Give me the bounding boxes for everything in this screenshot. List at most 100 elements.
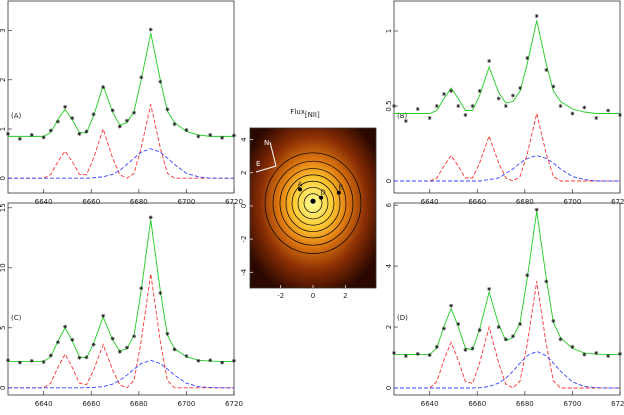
data-point (84, 355, 89, 360)
plot-frame (393, 202, 621, 396)
y-tick-label: 0 (385, 386, 393, 390)
data-point (29, 358, 34, 363)
compass-e: E (256, 160, 260, 168)
contour (279, 168, 347, 239)
position-label: A (298, 180, 303, 188)
data-point (449, 303, 454, 308)
y-tick-label: 0 (0, 386, 7, 390)
x-tick-label: 6660 (82, 198, 100, 206)
position-marker (336, 190, 341, 195)
x-tick-label: 6660 (468, 400, 486, 408)
component-curve (394, 281, 620, 389)
plot-frame (393, 0, 621, 194)
x-tick-label: 6720 (611, 198, 624, 206)
data-point (487, 59, 492, 63)
data-point (184, 127, 189, 132)
x-tick-label: 6720 (225, 400, 243, 408)
data-point (570, 344, 575, 349)
data-point (582, 105, 587, 110)
data-point (594, 350, 599, 355)
contour (297, 187, 329, 220)
fit-curve (8, 32, 234, 137)
data-point (172, 347, 177, 352)
data-point (392, 350, 396, 355)
data-point (518, 321, 523, 326)
data-point (196, 134, 201, 139)
contour (303, 193, 323, 213)
data-point (91, 112, 96, 117)
y-tick-label: 3 (0, 28, 7, 32)
data-point (148, 27, 153, 32)
x-tick-label: 6660 (468, 198, 486, 206)
data-point (84, 129, 89, 134)
contour (264, 152, 362, 254)
fit-curve (394, 20, 620, 114)
data-point (449, 89, 454, 93)
data-point (117, 124, 122, 129)
panel-label: (B) (397, 112, 408, 120)
data-point (6, 131, 10, 136)
x-tick-label: 6700 (564, 198, 582, 206)
data-point (558, 337, 563, 342)
data-point (551, 318, 556, 323)
position-label: D (320, 189, 325, 197)
map-title: Flux[NII] (290, 108, 320, 119)
y-tick-label: -4 (240, 268, 248, 276)
data-point (510, 334, 515, 339)
data-point (496, 325, 501, 330)
data-point (503, 104, 508, 108)
data-point (101, 85, 106, 90)
data-point (48, 128, 53, 133)
y-tick-label: 4 (240, 137, 248, 142)
y-tick-label: 2 (385, 325, 393, 329)
data-point (110, 108, 115, 113)
data-point (139, 75, 144, 80)
y-tick-label: 6 (385, 202, 393, 207)
y-tick-label: 1 (0, 127, 7, 131)
data-point (110, 336, 115, 341)
data-point (55, 119, 60, 124)
data-point (29, 132, 34, 137)
plot-frame (7, 0, 235, 194)
x-tick-label: 6640 (421, 400, 439, 408)
x-tick-label: 6700 (178, 400, 196, 408)
component-curve (8, 359, 234, 389)
data-point (470, 104, 475, 108)
position-label: B (338, 184, 343, 192)
data-point (534, 207, 539, 212)
data-point (41, 135, 46, 140)
y-tick-label: 15 (0, 203, 7, 212)
data-point (220, 360, 225, 365)
data-point (487, 286, 492, 291)
position-marker (319, 195, 324, 200)
x-tick-label: 6720 (225, 198, 243, 206)
data-point (477, 328, 482, 333)
data-point (148, 215, 153, 220)
data-point (158, 291, 163, 295)
data-point (17, 360, 22, 365)
data-point (544, 279, 549, 284)
data-point (124, 345, 129, 350)
data-point (510, 93, 515, 98)
data-point (427, 353, 432, 358)
x-tick-label: -2 (277, 292, 284, 300)
data-point (158, 79, 163, 84)
data-point (139, 286, 144, 291)
component-curve (394, 113, 620, 182)
data-point (534, 14, 539, 18)
data-point (434, 104, 439, 108)
component-curve (8, 148, 234, 179)
data-point (196, 358, 201, 363)
x-tick-label: 2 (343, 292, 347, 300)
panel-label: (D) (397, 314, 408, 322)
fit-curve (8, 219, 234, 362)
data-point (544, 68, 549, 72)
contour (285, 174, 341, 232)
data-point (63, 104, 68, 109)
data-point (172, 122, 177, 127)
component-curve (8, 104, 234, 179)
data-point (570, 111, 575, 116)
x-tick-label: 6720 (611, 400, 624, 408)
data-point (525, 273, 530, 278)
